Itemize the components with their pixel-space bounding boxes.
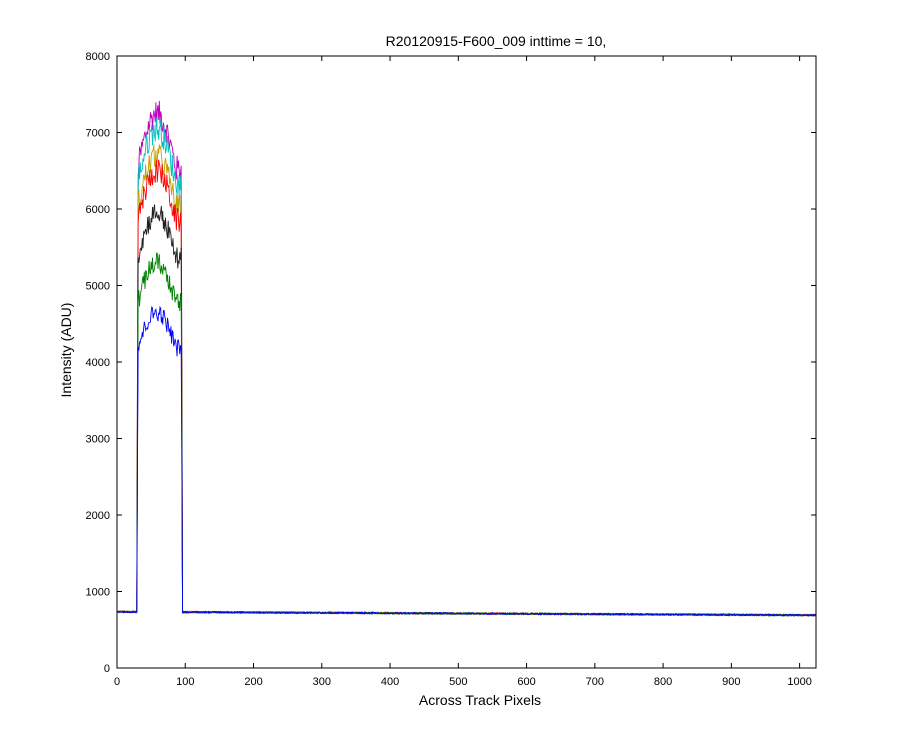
series-line xyxy=(116,117,817,617)
y-tick-label: 3000 xyxy=(86,434,110,446)
series-line xyxy=(116,159,817,617)
y-tick-label: 0 xyxy=(104,663,110,675)
series-line xyxy=(116,305,817,617)
series-line xyxy=(116,144,817,617)
y-tick-label: 1000 xyxy=(86,587,110,599)
x-tick-label: 900 xyxy=(722,676,740,688)
x-tick-label: 800 xyxy=(654,676,672,688)
chart-title: R20120915-F600_009 inttime = 10, xyxy=(386,33,607,49)
y-axis-label: Intensity (ADU) xyxy=(58,303,74,398)
x-tick-label: 600 xyxy=(517,676,535,688)
x-tick-label: 1000 xyxy=(787,676,811,688)
y-tick-label: 5000 xyxy=(86,281,110,293)
y-tick-label: 7000 xyxy=(86,128,110,140)
x-axis: 0 100 200 300 400 500 600 700 800 900 1000 xyxy=(114,56,812,688)
x-tick-label: 300 xyxy=(313,676,331,688)
y-tick-label: 2000 xyxy=(86,510,110,522)
series-line xyxy=(116,100,817,617)
y-tick-label: 6000 xyxy=(86,204,110,216)
series-line xyxy=(116,252,817,617)
x-tick-label: 500 xyxy=(449,676,467,688)
x-tick-label: 0 xyxy=(114,676,120,688)
y-axis: 0 1000 2000 3000 4000 5000 6000 7000 8000 xyxy=(86,51,816,675)
series-line xyxy=(116,204,817,617)
plot-area xyxy=(116,55,817,669)
y-tick-label: 8000 xyxy=(86,51,110,63)
x-tick-label: 700 xyxy=(586,676,604,688)
x-tick-label: 400 xyxy=(381,676,399,688)
series-layer xyxy=(116,100,817,617)
x-tick-label: 100 xyxy=(176,676,194,688)
y-tick-label: 4000 xyxy=(86,357,110,369)
x-axis-label: Across Track Pixels xyxy=(419,692,541,708)
x-tick-label: 200 xyxy=(244,676,262,688)
